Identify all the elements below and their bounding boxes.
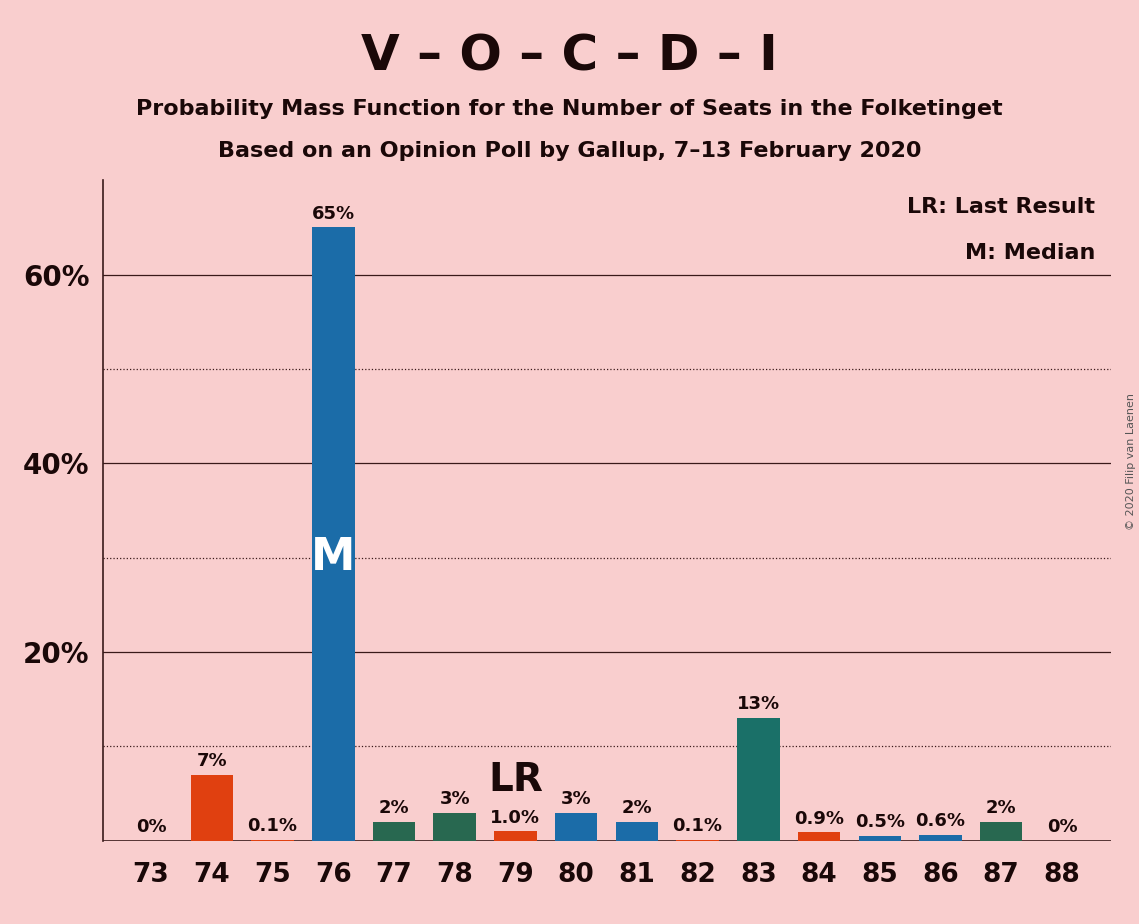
Bar bbox=[434, 812, 476, 841]
Text: © 2020 Filip van Laenen: © 2020 Filip van Laenen bbox=[1126, 394, 1136, 530]
Text: 65%: 65% bbox=[312, 204, 355, 223]
Text: 13%: 13% bbox=[737, 696, 780, 713]
Text: M: Median: M: Median bbox=[965, 243, 1096, 263]
Bar bbox=[919, 835, 961, 841]
Bar bbox=[555, 812, 598, 841]
Text: V – O – C – D – I: V – O – C – D – I bbox=[361, 32, 778, 80]
Text: 0%: 0% bbox=[136, 818, 166, 836]
Bar bbox=[677, 840, 719, 841]
Bar bbox=[190, 774, 233, 841]
Text: 3%: 3% bbox=[560, 790, 591, 808]
Bar bbox=[252, 840, 294, 841]
Text: 7%: 7% bbox=[197, 752, 227, 770]
Bar bbox=[859, 836, 901, 841]
Text: M: M bbox=[311, 536, 355, 579]
Bar bbox=[797, 833, 841, 841]
Text: LR: LR bbox=[487, 760, 543, 798]
Text: 0.1%: 0.1% bbox=[673, 817, 722, 835]
Text: LR: Last Result: LR: Last Result bbox=[908, 197, 1096, 217]
Text: 2%: 2% bbox=[986, 799, 1016, 817]
Bar bbox=[980, 822, 1023, 841]
Text: 0.1%: 0.1% bbox=[247, 817, 297, 835]
Text: Based on an Opinion Poll by Gallup, 7–13 February 2020: Based on an Opinion Poll by Gallup, 7–13… bbox=[218, 141, 921, 162]
Text: 0.5%: 0.5% bbox=[854, 813, 904, 832]
Bar bbox=[494, 832, 536, 841]
Text: 0%: 0% bbox=[1047, 818, 1077, 836]
Text: 2%: 2% bbox=[378, 799, 409, 817]
Bar bbox=[737, 718, 779, 841]
Bar bbox=[372, 822, 416, 841]
Text: 2%: 2% bbox=[622, 799, 653, 817]
Bar bbox=[312, 227, 354, 841]
Text: 0.6%: 0.6% bbox=[916, 812, 966, 831]
Text: 0.9%: 0.9% bbox=[794, 809, 844, 828]
Text: 1.0%: 1.0% bbox=[491, 808, 540, 827]
Text: Probability Mass Function for the Number of Seats in the Folketinget: Probability Mass Function for the Number… bbox=[137, 99, 1002, 119]
Bar bbox=[615, 822, 658, 841]
Text: 3%: 3% bbox=[440, 790, 470, 808]
